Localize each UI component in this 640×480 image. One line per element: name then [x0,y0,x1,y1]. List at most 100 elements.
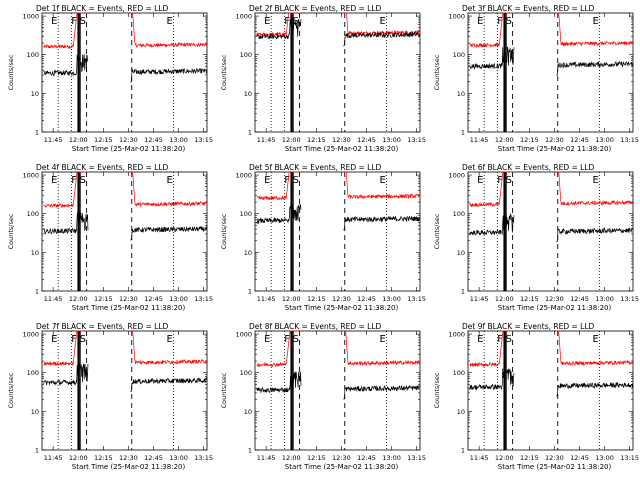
y-axis-label: Counts/sec [220,372,228,408]
y-tick-label: 1 [35,129,39,137]
events-series-line [343,31,421,46]
y-tick-label: 1000 [448,172,465,180]
x-tick-label: 13:00 [595,295,614,303]
lld-series-line [556,330,634,367]
x-axis-label: Start Time (25-Mar-02 11:38:20) [498,304,612,312]
x-tick-label: 12:15 [307,136,326,144]
y-tick-label: 10 [244,249,252,257]
x-tick-label: 12:15 [94,454,113,462]
x-tick-label: 12:15 [520,295,539,303]
x-tick-label: 12:30 [545,454,564,462]
x-tick-label: 11:45 [44,454,63,462]
lld-series-line [256,330,301,368]
axes-frame [41,12,208,133]
y-tick-label: 10 [457,408,465,416]
x-tick-label: 12:15 [307,295,326,303]
y-tick-label: 1 [461,288,465,296]
x-tick-label: 12:15 [94,136,113,144]
x-tick-label: 13:00 [169,454,188,462]
marker-letter: E [593,175,599,186]
x-axis-label: Start Time (25-Mar-02 11:38:20) [498,463,612,471]
events-series-line [556,381,634,397]
panel-title: Det 3f BLACK = Events, RED = LLD [462,4,595,13]
y-tick-label: 1 [248,129,252,137]
y-tick-label: 1 [461,447,465,455]
lld-series-line [256,171,301,201]
axes-frame [254,330,421,451]
x-tick-label: 11:45 [257,136,276,144]
y-tick-label: 1000 [22,331,39,339]
marker-letter: F [497,16,503,27]
marker-letter: S [80,175,86,186]
panel-det-6f: Det 6f BLACK = Events, RED = LLD Counts/s… [433,163,639,312]
x-tick-label: 12:15 [307,454,326,462]
lld-series-line [469,12,514,48]
y-tick-label: 100 [27,369,39,377]
panel-det-7f: Det 7f BLACK = Events, RED = LLD Counts/s… [7,322,213,471]
x-tick-label: 12:45 [570,295,589,303]
x-tick-label: 12:15 [520,454,539,462]
events-series-line [43,363,89,386]
y-tick-label: 100 [453,210,465,218]
marker-letter: E [264,175,270,186]
panel-title: Det 9f BLACK = Events, RED = LLD [462,322,595,331]
y-axis-label: Counts/sec [433,54,441,90]
events-series-line [43,54,89,77]
x-axis-label: Start Time (25-Mar-02 11:38:20) [285,463,399,471]
marker-letter: E [593,16,599,27]
axes-frame [41,330,208,451]
x-tick-label: 13:15 [620,136,639,144]
y-axis-label: Counts/sec [220,213,228,249]
panel-det-2f: Det 2f BLACK = Events, RED = LLD Counts/s… [220,4,426,153]
y-axis-label: Counts/sec [433,213,441,249]
x-tick-label: 12:45 [144,136,163,144]
x-tick-label: 12:15 [94,295,113,303]
x-tick-label: 12:00 [495,454,514,462]
marker-letter: E [51,175,57,186]
events-series-line [130,67,208,83]
y-tick-label: 10 [31,90,39,98]
x-tick-label: 12:45 [570,454,589,462]
x-axis-label: Start Time (25-Mar-02 11:38:20) [72,304,186,312]
marker-letter: S [293,334,299,345]
x-tick-label: 12:00 [495,136,514,144]
x-tick-label: 12:00 [282,136,301,144]
y-tick-label: 10 [244,90,252,98]
lld-series-line [343,12,421,36]
events-series-line [556,60,634,76]
events-series-line [130,226,208,241]
lld-series-line [43,171,88,208]
y-tick-label: 1000 [448,13,465,21]
x-tick-label: 13:15 [620,454,639,462]
events-series-line [469,213,515,236]
lld-series-line [556,12,634,47]
panel-title: Det 2f BLACK = Events, RED = LLD [249,4,382,13]
y-tick-label: 1 [248,288,252,296]
marker-letter: S [80,334,86,345]
x-tick-label: 11:45 [470,295,489,303]
x-tick-label: 12:30 [119,136,138,144]
events-series-line [256,371,302,394]
x-axis-label: Start Time (25-Mar-02 11:38:20) [285,304,399,312]
x-tick-label: 13:15 [194,136,213,144]
y-tick-label: 10 [31,249,39,257]
marker-letter: F [284,16,290,27]
y-tick-label: 100 [240,369,252,377]
x-tick-label: 12:00 [282,454,301,462]
x-tick-label: 12:45 [357,454,376,462]
x-tick-label: 12:45 [144,295,163,303]
x-tick-label: 12:00 [495,295,514,303]
y-tick-label: 10 [244,408,252,416]
panel-title: Det 7f BLACK = Events, RED = LLD [36,322,169,331]
lld-series-line [556,171,633,207]
marker-letter: E [264,334,270,345]
events-series-line [130,376,208,392]
marker-letter: E [380,334,386,345]
panel-title: Det 6f BLACK = Events, RED = LLD [462,163,595,172]
marker-letter: E [477,175,483,186]
x-tick-label: 13:15 [194,295,213,303]
x-tick-label: 13:00 [595,454,614,462]
marker-letter: E [477,334,483,345]
lld-series-line [130,171,208,208]
x-axis-label: Start Time (25-Mar-02 11:38:20) [285,145,399,153]
